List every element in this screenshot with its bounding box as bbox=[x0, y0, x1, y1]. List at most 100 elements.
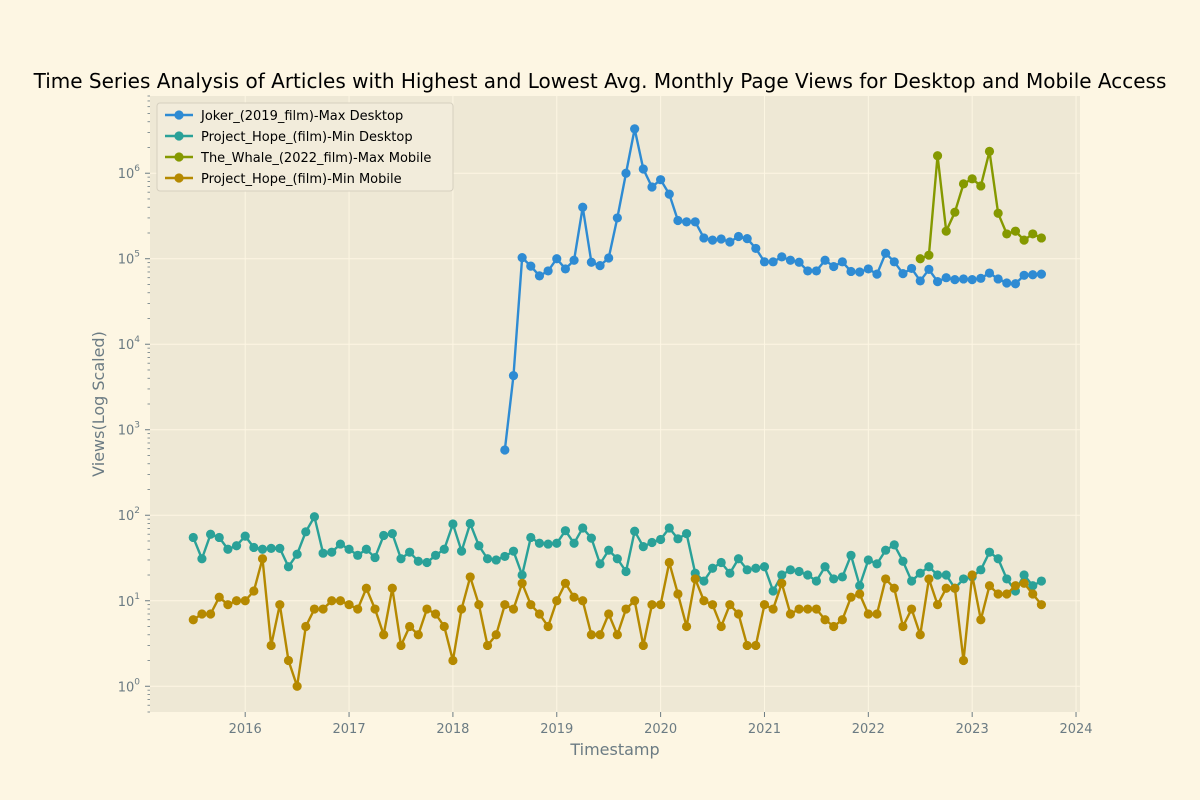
data-point bbox=[275, 600, 285, 610]
data-point bbox=[881, 248, 891, 258]
data-point bbox=[699, 576, 709, 586]
data-point bbox=[214, 592, 224, 602]
data-point bbox=[465, 518, 475, 529]
data-point bbox=[803, 266, 813, 276]
data-point bbox=[327, 596, 337, 606]
data-point bbox=[906, 576, 917, 586]
data-point bbox=[552, 538, 562, 548]
data-point bbox=[725, 568, 735, 578]
data-point bbox=[638, 164, 648, 174]
data-point bbox=[984, 268, 995, 278]
data-point bbox=[1019, 578, 1029, 588]
data-point bbox=[898, 269, 908, 279]
data-point bbox=[647, 182, 657, 192]
data-point bbox=[630, 124, 640, 134]
data-point bbox=[837, 615, 847, 625]
data-point bbox=[889, 540, 899, 550]
data-point bbox=[578, 202, 588, 212]
data-point bbox=[915, 568, 925, 578]
y-axis-label: Views(Log Scaled) bbox=[89, 331, 108, 477]
data-point bbox=[188, 615, 198, 625]
data-point bbox=[231, 541, 242, 551]
data-point bbox=[733, 554, 744, 564]
data-point bbox=[630, 596, 640, 606]
data-point bbox=[586, 257, 596, 267]
data-point bbox=[353, 550, 363, 560]
data-point bbox=[301, 527, 311, 537]
data-point bbox=[578, 523, 588, 533]
x-tick-label: 2016 bbox=[229, 722, 262, 737]
data-point bbox=[275, 543, 285, 553]
data-point bbox=[924, 250, 934, 260]
legend-marker bbox=[174, 131, 184, 141]
data-point bbox=[578, 596, 588, 606]
data-point bbox=[837, 572, 847, 582]
data-point bbox=[993, 589, 1003, 599]
data-point bbox=[707, 563, 718, 573]
data-point bbox=[777, 570, 787, 580]
series-0 bbox=[500, 124, 1047, 455]
data-point bbox=[534, 609, 545, 619]
data-point bbox=[1019, 235, 1029, 245]
data-point bbox=[1036, 233, 1047, 243]
data-point bbox=[993, 554, 1003, 564]
data-point bbox=[318, 548, 328, 558]
data-point bbox=[716, 621, 726, 632]
data-point bbox=[249, 586, 259, 596]
data-point bbox=[829, 261, 839, 272]
data-point bbox=[932, 151, 943, 161]
axes: 2016 2017 2018 2019 2020 2021 2022 2023 20241001… bbox=[118, 95, 1093, 737]
data-point bbox=[681, 621, 692, 632]
data-point bbox=[794, 566, 804, 577]
data-point bbox=[967, 275, 977, 285]
data-point bbox=[560, 264, 571, 274]
data-point bbox=[1002, 229, 1012, 239]
data-point bbox=[387, 583, 397, 593]
data-point bbox=[482, 640, 493, 651]
data-point bbox=[283, 562, 294, 572]
data-point bbox=[751, 563, 761, 573]
data-point bbox=[526, 261, 536, 271]
data-point bbox=[301, 621, 311, 632]
data-point bbox=[638, 640, 648, 651]
data-point bbox=[1028, 581, 1038, 591]
data-point bbox=[586, 533, 596, 543]
data-point bbox=[413, 556, 423, 566]
data-point bbox=[725, 237, 735, 247]
data-point bbox=[958, 274, 969, 284]
legend-marker bbox=[174, 173, 184, 183]
data-point bbox=[197, 609, 207, 619]
data-point bbox=[517, 253, 527, 263]
data-point bbox=[569, 255, 579, 265]
legend: Joker_(2019_film)-Max Desktop Project_Hop… bbox=[156, 102, 454, 192]
data-point bbox=[1036, 269, 1047, 279]
series-layer bbox=[188, 124, 1047, 691]
data-point bbox=[872, 609, 882, 619]
data-point bbox=[742, 640, 752, 651]
data-point bbox=[309, 512, 320, 522]
data-point bbox=[811, 604, 821, 614]
x-tick-label: 2017 bbox=[333, 722, 366, 737]
data-point bbox=[924, 562, 934, 572]
data-point bbox=[803, 604, 813, 614]
data-point bbox=[318, 604, 328, 614]
data-point bbox=[742, 565, 752, 575]
data-point bbox=[387, 529, 397, 539]
data-point bbox=[474, 541, 484, 551]
x-tick-label: 2020 bbox=[644, 722, 677, 737]
data-point bbox=[604, 609, 614, 619]
series-3 bbox=[188, 554, 1047, 691]
data-point bbox=[958, 655, 969, 666]
data-point bbox=[621, 168, 631, 178]
data-point bbox=[759, 257, 770, 267]
data-point bbox=[552, 596, 562, 606]
data-point bbox=[699, 596, 709, 606]
x-tick-label: 2022 bbox=[852, 722, 885, 737]
data-point bbox=[820, 255, 830, 265]
data-point bbox=[205, 609, 216, 619]
data-point bbox=[950, 583, 960, 593]
data-point bbox=[863, 555, 873, 565]
data-point bbox=[889, 257, 899, 267]
